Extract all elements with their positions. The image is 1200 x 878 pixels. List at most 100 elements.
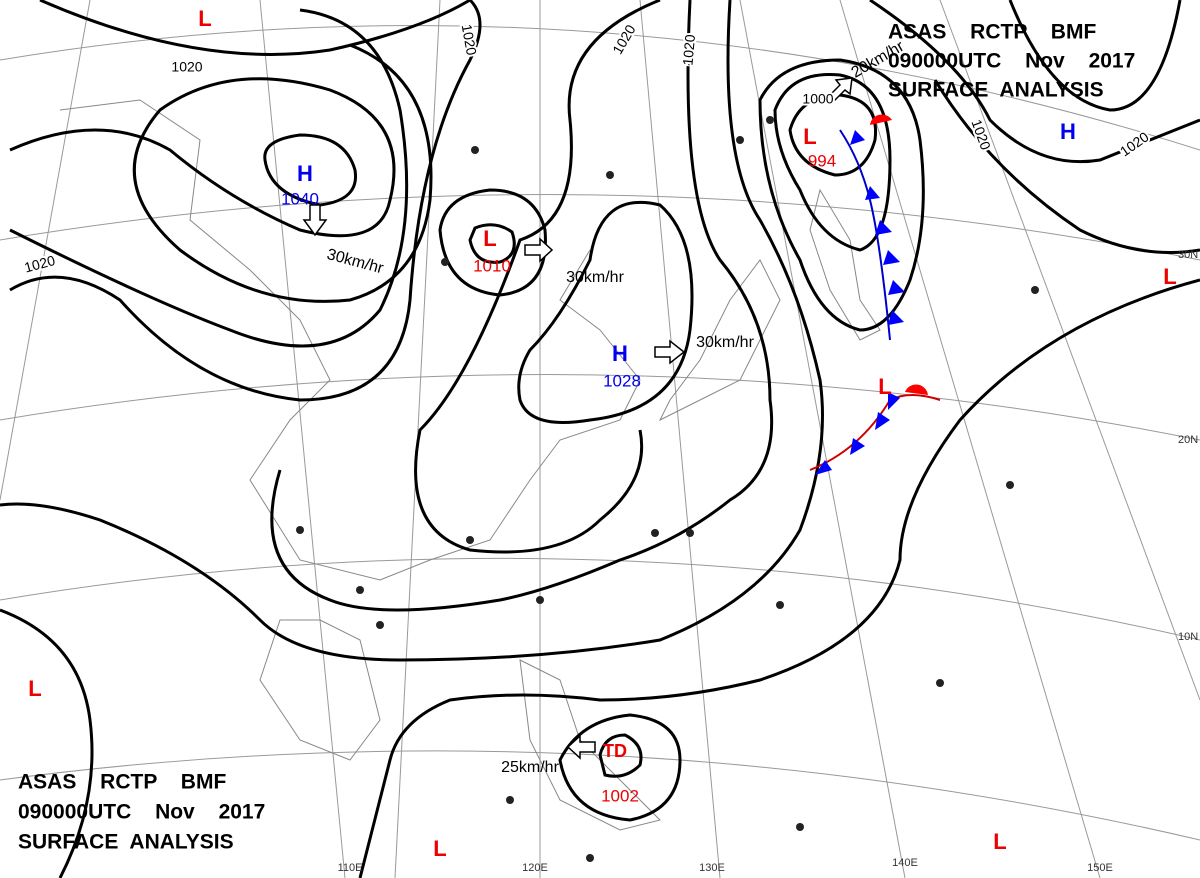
- system-symbol: L: [433, 836, 446, 861]
- motion-arrow: [524, 237, 554, 263]
- isobar: [598, 733, 643, 778]
- isobar: [1008, 0, 1182, 112]
- motion-arrow: [302, 204, 328, 237]
- header-line: SURFACE ANALYSIS: [18, 831, 234, 854]
- station: [466, 536, 474, 544]
- station: [356, 586, 364, 594]
- station: [1031, 286, 1039, 294]
- station: [506, 796, 514, 804]
- isobar: [263, 133, 358, 207]
- station: [736, 136, 744, 144]
- latitude-line: [0, 557, 1200, 641]
- station: [766, 116, 774, 124]
- isobar-label: 1020: [679, 33, 698, 66]
- isobar: [788, 93, 878, 177]
- header-line: SURFACE ANALYSIS: [888, 79, 1104, 102]
- front-line: [809, 394, 941, 471]
- header-line: 090000UTC Nov 2017: [888, 50, 1135, 73]
- system-symbol: L: [993, 829, 1006, 854]
- isobar: [270, 0, 774, 612]
- isobar: [558, 713, 682, 822]
- cold-front-triangles: [815, 392, 900, 475]
- longitude-line: [839, 0, 1101, 878]
- isobar: [438, 188, 547, 297]
- coastlines: [59, 99, 881, 831]
- system-symbol: H: [1060, 119, 1076, 144]
- isobar: [358, 278, 1200, 878]
- motion-arrow: [566, 734, 596, 760]
- system-symbol: L: [803, 124, 816, 149]
- system-symbol: L: [1163, 264, 1176, 289]
- header-line: ASAS RCTP BMF: [18, 771, 226, 794]
- system-pressure: 1040: [281, 189, 319, 208]
- system-pressure: 994: [808, 151, 836, 170]
- isobar: [517, 200, 694, 424]
- latitude-line: [0, 25, 1200, 151]
- station: [686, 529, 694, 537]
- isobar: [0, 608, 94, 878]
- longitude-label: 150E: [1087, 862, 1113, 874]
- isobar: [468, 223, 516, 264]
- longitude-line: [639, 0, 721, 878]
- isobar: [773, 72, 892, 252]
- coastline: [259, 619, 381, 761]
- longitude-line: [259, 0, 346, 878]
- header-top: ASAS RCTP BMF 090000UTC Nov 2017 SURFACE…: [888, 21, 1135, 102]
- isobar: [869, 0, 1200, 164]
- motion-arrow: [654, 339, 686, 365]
- latitude-line: [0, 194, 1200, 261]
- station: [651, 529, 659, 537]
- system-pressure: 1002: [601, 786, 639, 805]
- latitude-label: 20N: [1178, 434, 1198, 446]
- station: [936, 679, 944, 687]
- longitude-label: 120E: [522, 862, 548, 874]
- isobar: [9, 0, 482, 402]
- system-symbol: TD: [603, 741, 627, 761]
- isobar-label: 1020: [171, 59, 202, 75]
- coastline: [809, 188, 881, 341]
- motion-arrows: [302, 77, 853, 760]
- station: [586, 854, 594, 862]
- motion-label: 30km/hr: [696, 334, 754, 351]
- station: [536, 596, 544, 604]
- coastline: [59, 99, 641, 581]
- system-pressure: 1010: [473, 256, 511, 275]
- header-bottom: ASAS RCTP BMF 090000UTC Nov 2017 SURFACE…: [18, 771, 265, 854]
- cold-front-triangles: [850, 130, 905, 325]
- longitude-label: 110E: [338, 862, 363, 874]
- header-line: 090000UTC Nov 2017: [18, 801, 265, 824]
- station: [796, 823, 804, 831]
- isobar-label: 1000: [802, 91, 833, 107]
- isobar: [0, 0, 824, 662]
- coastline: [519, 659, 661, 831]
- system-pressure: 1028: [603, 371, 641, 390]
- station: [776, 601, 784, 609]
- system-symbol: L: [878, 374, 891, 399]
- station: [1006, 481, 1014, 489]
- motion-label: 30km/hr: [566, 269, 624, 286]
- motion-arrow: [828, 77, 853, 102]
- motion-label: 25km/hr: [501, 759, 559, 776]
- latitude-label: 10N: [1178, 631, 1198, 643]
- isobar: [9, 43, 433, 303]
- cold-front-line: [839, 129, 891, 341]
- system-symbol: H: [297, 161, 313, 186]
- isobar: [39, 0, 471, 56]
- system-symbol: L: [483, 226, 496, 251]
- system-symbol: H: [612, 341, 628, 366]
- latitude-label: 30N: [1178, 249, 1198, 261]
- isobar: [9, 8, 409, 348]
- station: [441, 258, 449, 266]
- longitude-line: [939, 0, 1200, 701]
- station: [606, 171, 614, 179]
- latitude-line: [0, 374, 1200, 441]
- system-symbol: L: [28, 676, 41, 701]
- longitude-label: 130E: [699, 862, 725, 874]
- longitude-label: 140E: [892, 857, 918, 869]
- station: [471, 146, 479, 154]
- isobar: [414, 0, 661, 554]
- system-symbol: L: [198, 6, 211, 31]
